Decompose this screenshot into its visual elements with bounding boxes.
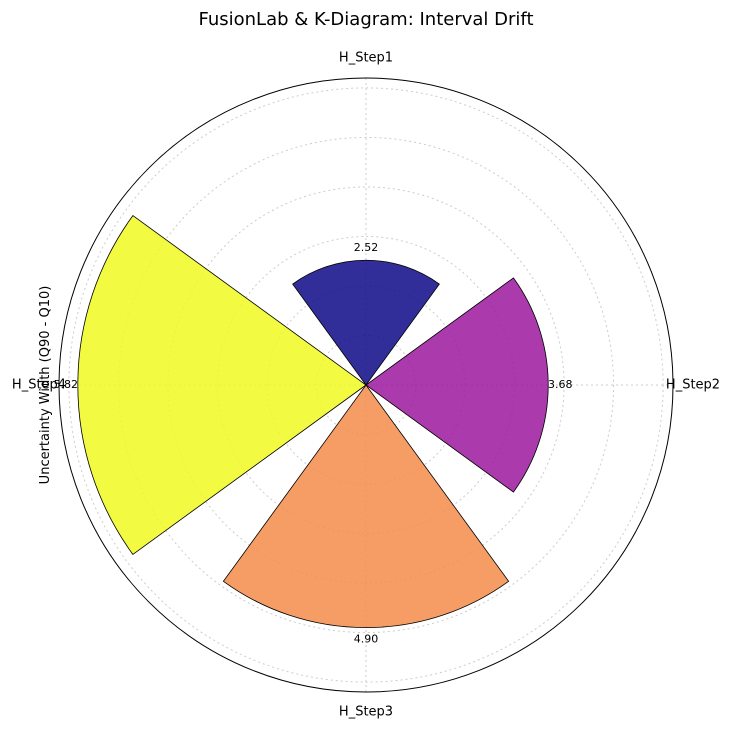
chart-title: FusionLab & K-Diagram: Interval Drift xyxy=(198,9,533,30)
grid-ring xyxy=(117,136,615,634)
labels-group: H_Step1 H_Step2 H_Step3 H_Step4 2.52 3.68 4.90… xyxy=(12,51,720,720)
bar-h-step1 xyxy=(292,259,440,386)
value-label: 5.82 xyxy=(54,378,79,391)
y-axis-label: Uncertainty Width (Q90 - Q10) xyxy=(38,286,53,485)
category-label: H_Step3 xyxy=(339,705,393,720)
bar-h-step4 xyxy=(77,215,367,555)
bar-h-step2 xyxy=(365,277,549,493)
value-label: 4.90 xyxy=(354,633,379,646)
value-label: 2.52 xyxy=(354,241,379,254)
value-label: 3.68 xyxy=(548,378,573,391)
category-label: H_Step1 xyxy=(339,51,393,66)
grid-ring xyxy=(68,87,664,683)
polar-outer-ring xyxy=(58,77,674,693)
bars-group xyxy=(77,215,549,629)
category-label: H_Step2 xyxy=(666,378,720,393)
category-label: H_Step4 xyxy=(12,378,66,393)
bar-h-step3 xyxy=(222,384,510,629)
